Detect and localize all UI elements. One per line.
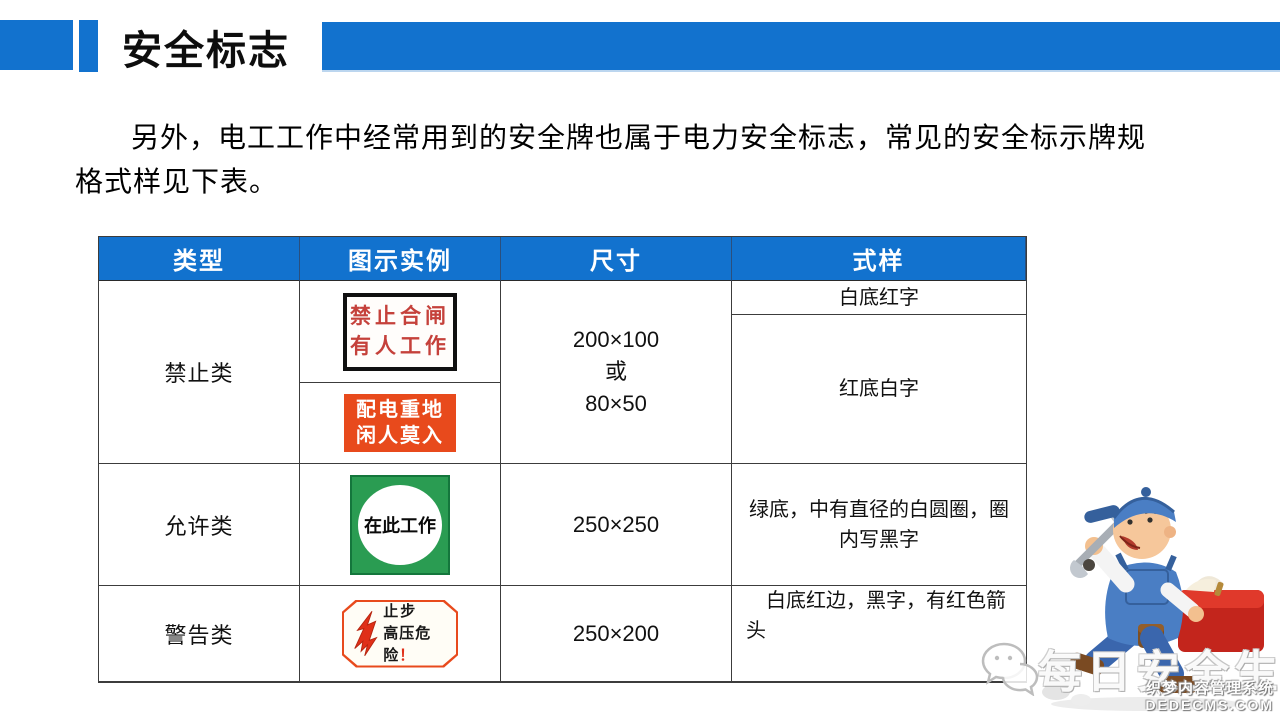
no-entry-sign: 配电重地 闲人莫入 [344, 394, 456, 452]
size-line-3: 80×50 [585, 391, 647, 416]
table-header-row: 类型 图示实例 尺寸 式样 [99, 237, 1026, 281]
no-switching-sign-line2: 有人工作 [350, 334, 450, 358]
header-left-block [0, 20, 73, 70]
size-cell-prohibition: 200×100 或 80×50 [501, 281, 732, 464]
no-switching-sign-line1: 禁止合闸 [350, 304, 450, 328]
wechat-icon [981, 642, 1039, 696]
example-cell-prohibition: 禁止合闸 有人工作 配电重地 闲人莫入 [300, 281, 501, 464]
col-header-type: 类型 [99, 237, 300, 281]
style-cell-warning: 白底红边，黑字，有红色箭头 [732, 586, 1026, 681]
work-here-sign: 在此工作 [350, 474, 450, 575]
table-row-prohibition: 禁止类 禁止合闸 有人工作 配电重地 闲人莫入 200×100 或 [99, 281, 1026, 464]
cms-watermark: 织梦内容管理系统 DEDECMS.COM [1145, 680, 1274, 714]
header-long-bar [322, 22, 1280, 70]
cms-watermark-line2: DEDECMS.COM [1145, 697, 1274, 713]
size-line-1: 200×100 [572, 327, 660, 352]
high-voltage-sign: 止步 高压危险！ [342, 599, 458, 668]
style-cell-permission: 绿底，中有直径的白圆圈，圈内写黑字 [732, 464, 1026, 586]
col-header-size: 尺寸 [501, 237, 732, 281]
warning-line1: 止步 [383, 602, 418, 620]
no-entry-sign-line2: 闲人莫入 [356, 425, 444, 447]
high-voltage-sign-face: 止步 高压危险！ [344, 601, 456, 666]
table-row-warning: 警告类 止步 高压危险！ 250×200 白底红边，黑字，有 [99, 586, 1026, 681]
type-cell-warning: 警告类 [99, 586, 300, 681]
col-header-style: 式样 [732, 237, 1026, 281]
page-title: 安全标志 [122, 29, 290, 73]
work-here-sign-text: 在此工作 [364, 515, 436, 536]
example-cell-permission: 在此工作 [300, 464, 501, 586]
no-entry-sign-line1: 配电重地 [356, 399, 444, 421]
work-here-sign-circle: 在此工作 [358, 484, 442, 565]
lightning-bolt-icon [354, 610, 378, 656]
high-voltage-sign-text: 止步 高压危险！ [383, 602, 456, 666]
table-row-permission: 允许类 在此工作 250×250 绿底，中有直径的白圆圈，圈内写黑字 [99, 464, 1026, 586]
size-cell-permission: 250×250 [501, 464, 732, 586]
style-cell-prohibition: 白底红字 红底白字 [732, 281, 1026, 464]
warning-line2-text: 高压危险 [383, 624, 432, 664]
example-cell-warning: 止步 高压危险！ [300, 586, 501, 681]
brand-watermark: 每日安全生产 [1038, 648, 1280, 697]
example-subcell-1: 禁止合闸 有人工作 [300, 281, 500, 383]
cms-watermark-line1: 织梦内容管理系统 [1145, 680, 1274, 697]
example-subcell-2: 配电重地 闲人莫入 [300, 383, 500, 463]
intro-paragraph: 另外，电工工作中经常用到的安全牌也属于电力安全标志，常见的安全标示牌规格式样见下… [75, 122, 1147, 197]
style-cell-warning-text: 白底红边，黑字，有红色箭头 [746, 590, 1006, 642]
warning-exclamation: ！ [399, 646, 416, 664]
style-variant-white-red: 白底红字 [732, 281, 1026, 315]
warning-line2: 高压危险！ [383, 623, 456, 666]
style-variant-red-white: 红底白字 [839, 378, 919, 400]
size-cell-warning: 250×200 [501, 586, 732, 681]
header-accent-bar [79, 20, 98, 72]
toolbox [1178, 576, 1264, 652]
size-line-2: 或 [604, 359, 627, 384]
no-switching-sign: 禁止合闸 有人工作 [343, 292, 457, 371]
sign-spec-table: 类型 图示实例 尺寸 式样 禁止类 禁止合闸 有人工作 配电重地 闲人莫入 [98, 236, 1027, 683]
worker-mascot-illustration [1042, 487, 1264, 711]
type-cell-permission: 允许类 [99, 464, 300, 586]
col-header-example: 图示实例 [300, 237, 501, 281]
type-cell-prohibition: 禁止类 [99, 281, 300, 464]
